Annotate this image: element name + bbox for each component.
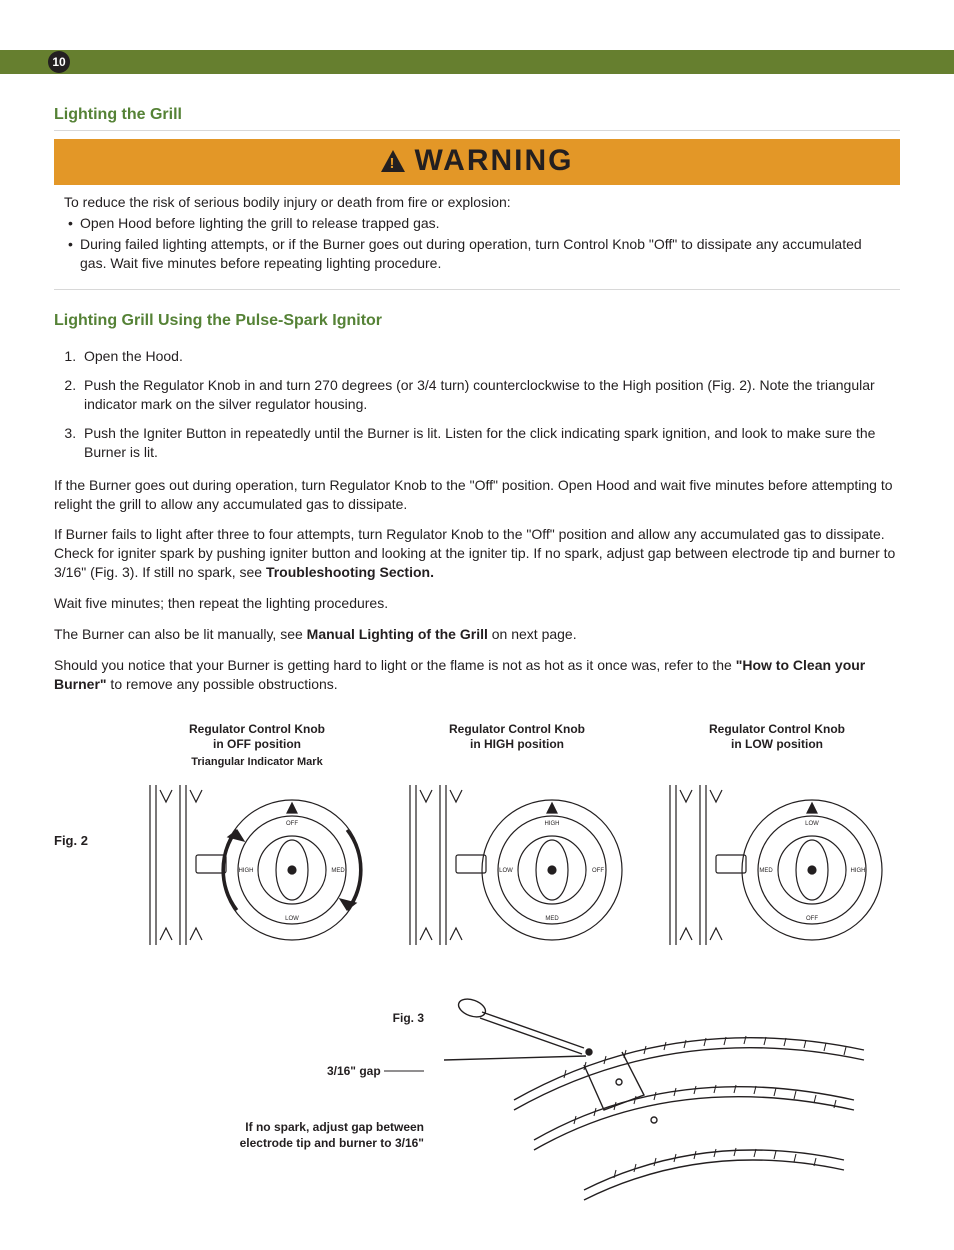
section-title: Lighting the Grill: [54, 104, 900, 131]
body-paragraph: Wait five minutes; then repeat the light…: [54, 594, 900, 613]
svg-text:OFF: OFF: [592, 868, 604, 874]
instruction-step: Open the Hood.: [80, 347, 900, 366]
svg-text:MED: MED: [331, 868, 345, 874]
figure-3-note: If no spark, adjust gap between electrod…: [204, 1119, 424, 1151]
figure-3-label: Fig. 3: [204, 1010, 424, 1026]
svg-text:OFF: OFF: [806, 916, 818, 922]
text-run: If Burner fails to light after three to …: [54, 526, 895, 580]
warning-header: WARNING: [54, 139, 900, 186]
svg-text:LOW: LOW: [499, 868, 513, 874]
body-paragraph: The Burner can also be lit manually, see…: [54, 625, 900, 644]
knob-caption: Regulator Control Knob in OFF position: [142, 722, 372, 752]
sub-section-title: Lighting Grill Using the Pulse-Spark Ign…: [54, 310, 900, 332]
warning-body: To reduce the risk of serious bodily inj…: [54, 185, 900, 273]
svg-text:HIGH: HIGH: [851, 868, 866, 874]
text-run: to remove any possible obstructions.: [107, 676, 338, 692]
header-bar: 10: [0, 50, 954, 74]
knob-caption-line: Regulator Control Knob: [709, 722, 845, 736]
body-paragraph: Should you notice that your Burner is ge…: [54, 656, 900, 694]
text-run: on next page.: [488, 626, 577, 642]
svg-text:HIGH: HIGH: [239, 868, 254, 874]
knob-row: Regulator Control Knob in OFF position T…: [134, 722, 900, 961]
svg-text:HIGH: HIGH: [545, 821, 560, 827]
knob-caption: Regulator Control Knob in LOW position: [662, 722, 892, 752]
warning-intro: To reduce the risk of serious bodily inj…: [64, 193, 890, 212]
warning-bullet-list: Open Hood before lighting the grill to r…: [64, 214, 890, 273]
svg-text:MED: MED: [545, 916, 559, 922]
svg-text:OFF: OFF: [286, 821, 298, 827]
bold-text: Manual Lighting of the Grill: [307, 626, 488, 642]
warning-triangle-icon: [381, 150, 405, 172]
text-run: The Burner can also be lit manually, see: [54, 626, 307, 642]
knob-svg: LOW HIGH OFF MED: [662, 775, 892, 955]
knob-subcaption: [662, 756, 892, 770]
figure-3-labels: Fig. 3 3/16" gap If no spark, adjust gap…: [204, 990, 424, 1151]
knob-caption: Regulator Control Knob in HIGH position: [402, 722, 632, 752]
svg-text:LOW: LOW: [285, 916, 299, 922]
knob-caption-line: in HIGH position: [470, 737, 564, 751]
figure-2: Fig. 2 Regulator Control Knob in OFF pos…: [54, 722, 900, 961]
body-paragraph: If the Burner goes out during operation,…: [54, 476, 900, 514]
figure-3-gap-label: 3/16" gap: [204, 1063, 424, 1079]
instruction-step: Push the Regulator Knob in and turn 270 …: [80, 376, 900, 414]
knob-diagram-off: Regulator Control Knob in OFF position T…: [142, 722, 372, 961]
knob-caption-line: Regulator Control Knob: [189, 722, 325, 736]
knob-caption-line: in OFF position: [213, 737, 301, 751]
leader-line-icon: [384, 1066, 424, 1076]
knob-diagram-high: Regulator Control Knob in HIGH position: [402, 722, 632, 961]
instruction-step: Push the Igniter Button in repeatedly un…: [80, 424, 900, 462]
figure-2-label: Fig. 2: [54, 832, 114, 850]
knob-caption-line: Regulator Control Knob: [449, 722, 585, 736]
knob-subcaption: Triangular Indicator Mark: [142, 756, 372, 770]
warning-box: WARNING To reduce the risk of serious bo…: [54, 139, 900, 290]
bold-text: Troubleshooting Section.: [266, 564, 434, 580]
knob-svg: HIGH OFF MED LOW: [402, 775, 632, 955]
svg-text:MED: MED: [759, 868, 773, 874]
page-number-badge: 10: [48, 51, 70, 73]
body-paragraph: If Burner fails to light after three to …: [54, 525, 900, 582]
knob-subcaption: [402, 756, 632, 770]
text-run: Should you notice that your Burner is ge…: [54, 657, 736, 673]
figure-3: Fig. 3 3/16" gap If no spark, adjust gap…: [54, 990, 900, 1210]
knob-caption-line: in LOW position: [731, 737, 823, 751]
knob-diagram-low: Regulator Control Knob in LOW position: [662, 722, 892, 961]
knob-svg: OFF MED LOW HIGH: [142, 775, 372, 955]
warning-bullet: Open Hood before lighting the grill to r…: [64, 214, 890, 233]
instruction-list: Open the Hood. Push the Regulator Knob i…: [80, 347, 900, 461]
burner-svg: [444, 990, 874, 1210]
warning-bullet: During failed lighting attempts, or if t…: [64, 235, 890, 273]
warning-header-text: WARNING: [415, 141, 574, 182]
svg-text:LOW: LOW: [805, 821, 819, 827]
